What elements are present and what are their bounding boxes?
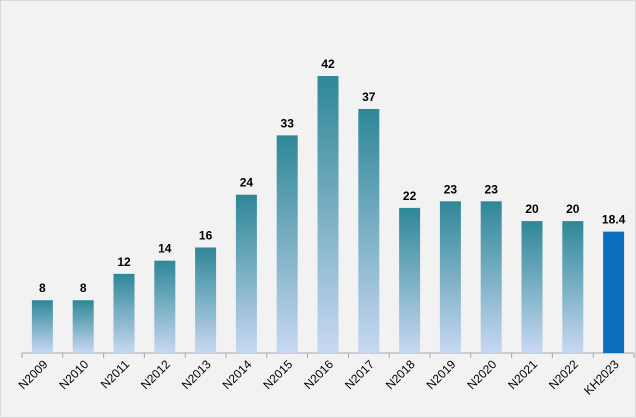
- bar: [399, 207, 421, 353]
- data-label: 22: [403, 189, 417, 203]
- data-label: 33: [281, 116, 295, 130]
- bar: [72, 300, 94, 353]
- data-label: 20: [525, 202, 539, 216]
- data-label: 42: [321, 57, 335, 71]
- data-label: 16: [199, 228, 213, 242]
- bar: [113, 273, 135, 353]
- data-label: 12: [117, 255, 131, 269]
- bar: [317, 76, 339, 353]
- bar: [603, 231, 625, 353]
- data-label: 24: [240, 176, 254, 190]
- bar: [439, 201, 461, 353]
- bar: [154, 260, 176, 353]
- data-label: 8: [80, 281, 87, 295]
- data-label: 23: [485, 182, 499, 196]
- bar: [562, 221, 584, 353]
- bar: [480, 201, 502, 353]
- data-label: 20: [566, 202, 580, 216]
- data-label: 23: [444, 182, 458, 196]
- data-label: 8: [39, 281, 46, 295]
- bar: [358, 108, 380, 353]
- bar: [31, 300, 53, 353]
- data-label: 14: [158, 242, 172, 256]
- bar: [195, 247, 217, 353]
- bar: [235, 194, 257, 353]
- data-label: 18.4: [602, 213, 626, 227]
- data-label: 37: [362, 90, 376, 104]
- bar: [276, 135, 298, 353]
- bar: [521, 221, 543, 353]
